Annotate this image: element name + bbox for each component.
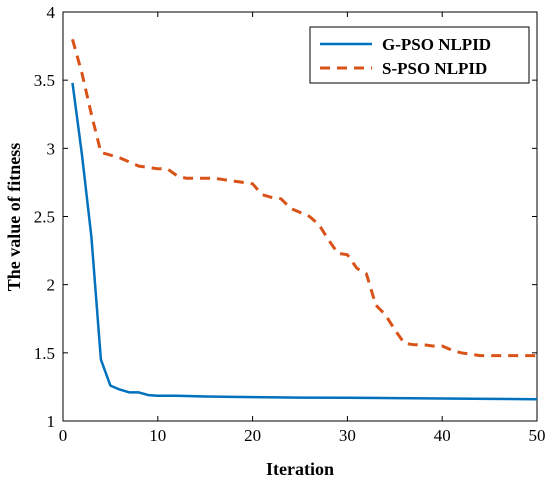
legend-entry: S-PSO NLPID xyxy=(382,59,487,78)
y-tick-label: 3.5 xyxy=(34,71,55,90)
y-tick-label: 2 xyxy=(47,276,56,295)
x-tick-label: 40 xyxy=(434,426,451,445)
legend-entry: G-PSO NLPID xyxy=(382,35,491,54)
x-tick-label: 20 xyxy=(244,426,261,445)
y-tick-label: 4 xyxy=(47,3,56,22)
y-tick-label: 1.5 xyxy=(34,344,55,363)
x-tick-label: 30 xyxy=(339,426,356,445)
y-axis-label: The value of fitness xyxy=(4,143,24,292)
legend: G-PSO NLPID S-PSO NLPID xyxy=(309,26,530,84)
plot-area: 0 10 20 30 40 50 1 1.5 2 2.5 3 3.5 4 G-PSO NLPID S-PSO… xyxy=(34,3,546,445)
legend-box xyxy=(309,26,530,84)
y-tick-label: 1 xyxy=(47,412,56,431)
y-tick-label: 2.5 xyxy=(34,208,55,227)
series-line-s-pso xyxy=(71,38,537,358)
y-tick-label: 3 xyxy=(47,139,56,158)
x-tick-label: 0 xyxy=(59,426,68,445)
x-axis-label: Iteration xyxy=(266,459,334,479)
series-line-g-pso xyxy=(71,82,538,401)
x-tick-label: 50 xyxy=(529,426,546,445)
x-tick-label: 10 xyxy=(149,426,166,445)
